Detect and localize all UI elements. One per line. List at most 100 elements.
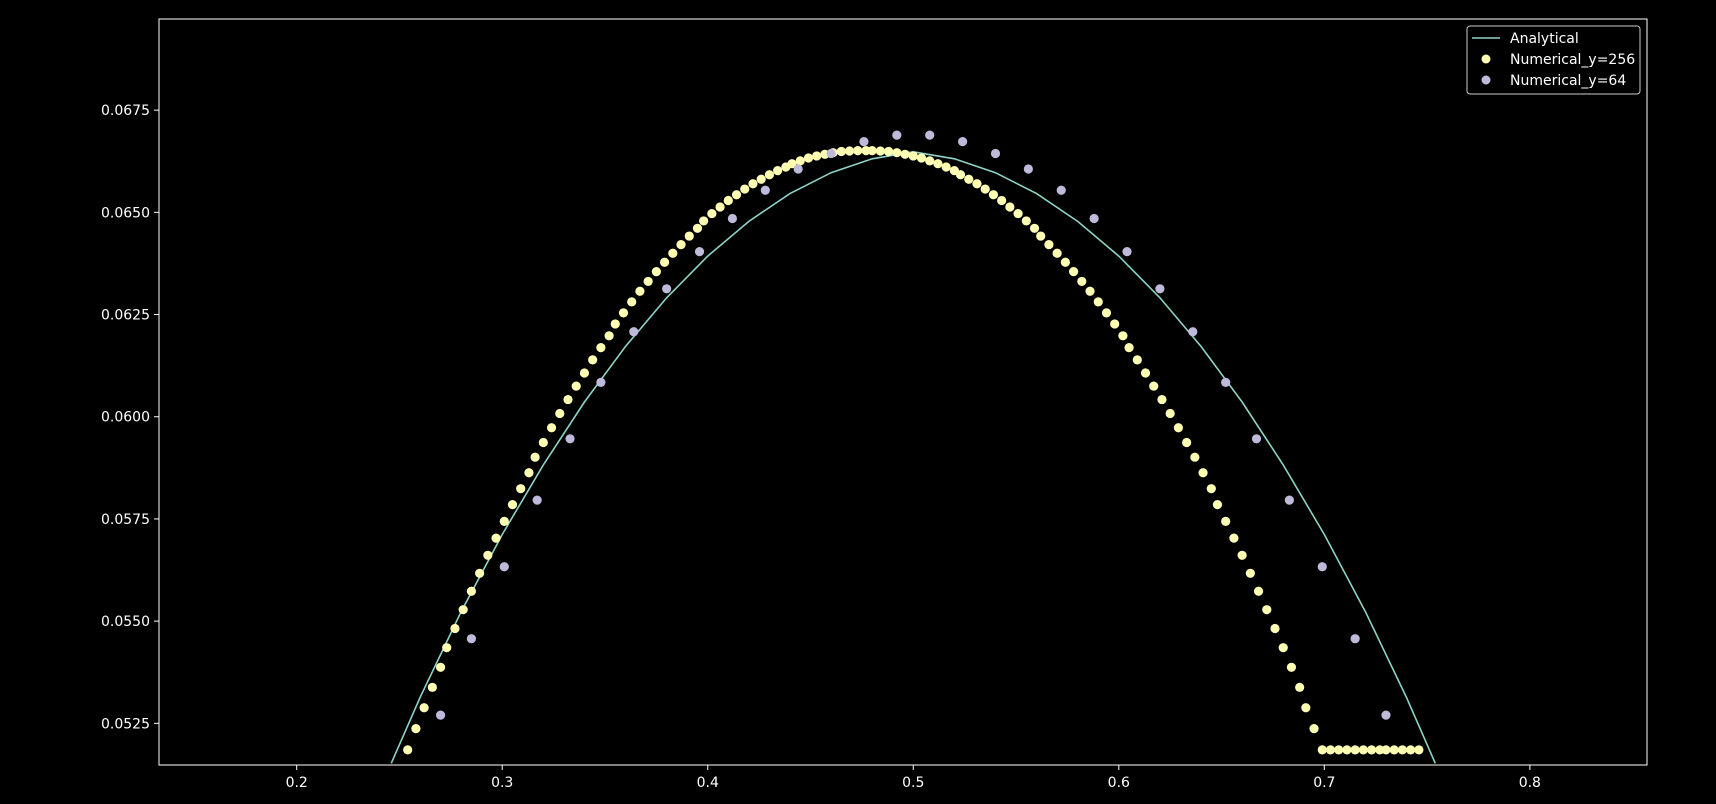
data-point — [1358, 745, 1368, 755]
data-point — [916, 153, 927, 163]
data-point — [1389, 745, 1399, 755]
data-point — [610, 319, 620, 329]
data-point — [892, 130, 902, 140]
x-tick-label: 0.4 — [697, 775, 719, 791]
data-point — [1124, 343, 1134, 353]
data-point — [1301, 703, 1311, 713]
data-point — [740, 184, 750, 194]
data-point — [579, 368, 590, 378]
data-point — [1367, 745, 1377, 755]
data-point — [1206, 484, 1216, 494]
data-point — [629, 327, 639, 337]
data-point — [756, 174, 766, 184]
data-point — [684, 231, 694, 241]
data-point — [1381, 745, 1391, 755]
data-point — [1036, 231, 1046, 241]
data-point — [1029, 223, 1040, 233]
data-point — [1406, 745, 1416, 755]
data-point — [694, 246, 705, 257]
data-point — [1334, 745, 1344, 755]
series-Numerical_y=256 — [403, 146, 1424, 755]
data-point — [707, 208, 717, 219]
data-point — [1132, 355, 1142, 365]
data-point — [1044, 240, 1054, 250]
data-point — [964, 174, 974, 184]
data-point — [692, 223, 703, 233]
data-point — [908, 151, 918, 161]
data-point — [596, 343, 606, 353]
data-point — [997, 195, 1007, 206]
data-point — [411, 724, 421, 734]
data-point — [859, 137, 869, 147]
data-point — [1198, 468, 1208, 478]
data-point — [1157, 394, 1167, 405]
data-point — [1381, 710, 1391, 720]
legend: Analytical Numerical_y=256 Numerical_y=6… — [1466, 25, 1641, 95]
data-point — [760, 185, 770, 195]
data-point — [1173, 423, 1183, 433]
data-point — [990, 148, 1001, 159]
legend-label: Numerical_y=64 — [1510, 73, 1626, 89]
data-point — [458, 605, 468, 615]
data-point — [1317, 562, 1327, 572]
data-point — [596, 377, 606, 387]
data-point — [867, 146, 877, 156]
series-layer — [390, 130, 1437, 764]
x-tick-label: 0.3 — [491, 775, 513, 791]
data-point — [1165, 408, 1175, 419]
data-point — [1056, 185, 1066, 195]
data-point — [571, 381, 581, 391]
data-point — [1325, 745, 1336, 755]
data-point — [450, 623, 460, 634]
data-point — [1190, 452, 1200, 462]
data-point — [1085, 286, 1095, 296]
data-point — [892, 148, 902, 158]
data-point — [546, 423, 557, 433]
data-point — [538, 437, 548, 448]
data-point — [403, 745, 413, 755]
legend-dot-marker — [1481, 54, 1491, 64]
data-point — [604, 331, 614, 341]
data-point — [1212, 500, 1223, 510]
data-point — [483, 550, 493, 560]
data-point — [565, 434, 575, 444]
data-point — [773, 166, 783, 176]
data-point — [507, 500, 518, 510]
data-point — [1317, 745, 1327, 755]
y-tick-label: 0.0550 — [101, 614, 150, 630]
data-point — [442, 643, 452, 653]
data-point — [1221, 377, 1231, 387]
data-point — [1023, 164, 1033, 174]
data-point — [980, 184, 990, 194]
data-point — [1350, 745, 1360, 755]
data-point — [884, 146, 894, 157]
data-point — [844, 146, 855, 156]
data-point — [662, 284, 672, 294]
data-point — [1149, 381, 1159, 391]
data-point — [1237, 550, 1247, 560]
data-point — [1253, 586, 1264, 596]
data-point — [475, 568, 485, 578]
data-point — [563, 394, 573, 405]
data-point — [1140, 368, 1151, 378]
data-point — [668, 248, 678, 258]
data-point — [1077, 276, 1087, 287]
plot-area — [158, 18, 1648, 766]
data-point — [1251, 434, 1262, 444]
data-point — [925, 130, 935, 140]
data-point — [715, 202, 725, 212]
y-tick-label: 0.0575 — [101, 512, 150, 528]
data-point — [875, 146, 885, 156]
data-point — [651, 267, 661, 277]
data-point — [499, 562, 509, 572]
data-point — [1350, 634, 1360, 644]
data-point — [1122, 246, 1132, 257]
x-tick-label: 0.7 — [1313, 775, 1335, 791]
data-point — [627, 297, 637, 307]
data-point — [419, 703, 429, 713]
data-point — [988, 190, 999, 200]
data-point — [1093, 297, 1103, 307]
data-point — [1118, 331, 1128, 341]
x-tick-label: 0.2 — [286, 775, 308, 791]
data-point — [555, 408, 565, 419]
